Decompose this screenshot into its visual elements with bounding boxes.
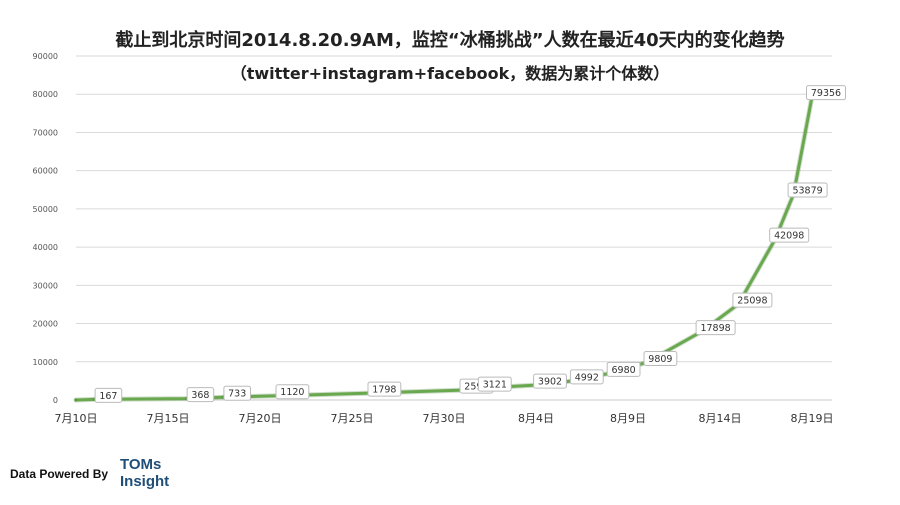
- data-label: 1798: [372, 385, 396, 396]
- x-tick-label: 8月9日: [610, 412, 646, 425]
- series-line-shadow: [73, 94, 815, 403]
- data-label: 53879: [792, 186, 822, 197]
- brand-line-2: Insight: [120, 473, 170, 490]
- data-label: 368: [191, 390, 209, 401]
- brand-line-1: TOMs: [120, 456, 162, 473]
- series-line: [74, 95, 814, 402]
- data-label-box: [769, 227, 810, 243]
- x-tick-label: 7月10日: [55, 412, 98, 425]
- data-label-box: [643, 351, 678, 367]
- y-tick-label: 90000: [33, 52, 58, 61]
- data-label-box: [787, 182, 828, 198]
- data-label: 79356: [811, 88, 841, 99]
- data-label: 167: [99, 391, 117, 402]
- y-tick-label: 60000: [33, 167, 58, 176]
- y-tick-label: 0: [53, 396, 58, 405]
- data-label: 9809: [648, 354, 672, 365]
- powered-by-text: Data Powered By: [10, 467, 109, 481]
- line-chart: 0 10000 20000 30000 40000 50000 60000 70000 8000…: [33, 52, 846, 425]
- data-label: 42098: [774, 231, 804, 242]
- y-tick-label: 50000: [33, 205, 58, 214]
- data-label-box: [533, 373, 567, 389]
- data-label: 4992: [575, 372, 599, 383]
- data-label-box: [94, 387, 123, 403]
- data-label: 3121: [483, 380, 507, 391]
- brand-logo: TOMs Insight: [120, 456, 169, 490]
- data-label: 17898: [700, 323, 730, 334]
- data-label-box: [367, 381, 402, 397]
- y-tick-label: 40000: [33, 243, 58, 252]
- data-point: [74, 398, 78, 402]
- data-label: 733: [228, 389, 246, 400]
- y-tick-label: 70000: [33, 128, 58, 137]
- data-label-box: [275, 384, 310, 400]
- y-tick-label: 20000: [33, 320, 58, 329]
- data-label: 6980: [612, 365, 636, 376]
- x-tick-label: 7月30日: [423, 412, 466, 425]
- data-label-box: [806, 85, 846, 101]
- data-label-box: [606, 361, 641, 377]
- chart-subtitle: （twitter+instagram+facebook，数据为累计个体数）: [230, 64, 670, 83]
- data-label-box: [186, 387, 215, 403]
- y-tick-label: 80000: [33, 90, 58, 99]
- data-label-box: [732, 292, 773, 308]
- data-label-box: [223, 385, 251, 401]
- chart-title: 截止到北京时间2014.8.20.9AM，监控“冰桶挑战”人数在最近40天内的变…: [115, 30, 785, 51]
- data-label: 3902: [538, 377, 562, 388]
- x-tick-label: 8月14日: [699, 412, 742, 425]
- data-label-box: [695, 320, 736, 336]
- y-tick-label: 10000: [33, 358, 58, 367]
- data-label: 2598: [464, 382, 488, 393]
- x-tick-label: 7月20日: [239, 412, 282, 425]
- y-tick-label: 30000: [33, 281, 58, 290]
- x-tick-label: 8月4日: [518, 412, 554, 425]
- data-label: 25098: [737, 296, 767, 307]
- x-tick-label: 7月15日: [147, 412, 190, 425]
- data-label-box: [477, 376, 512, 392]
- x-tick-label: 8月19日: [791, 412, 834, 425]
- x-tick-label: 7月25日: [331, 412, 374, 425]
- data-label-box: [569, 369, 604, 385]
- data-label: 1120: [280, 387, 304, 398]
